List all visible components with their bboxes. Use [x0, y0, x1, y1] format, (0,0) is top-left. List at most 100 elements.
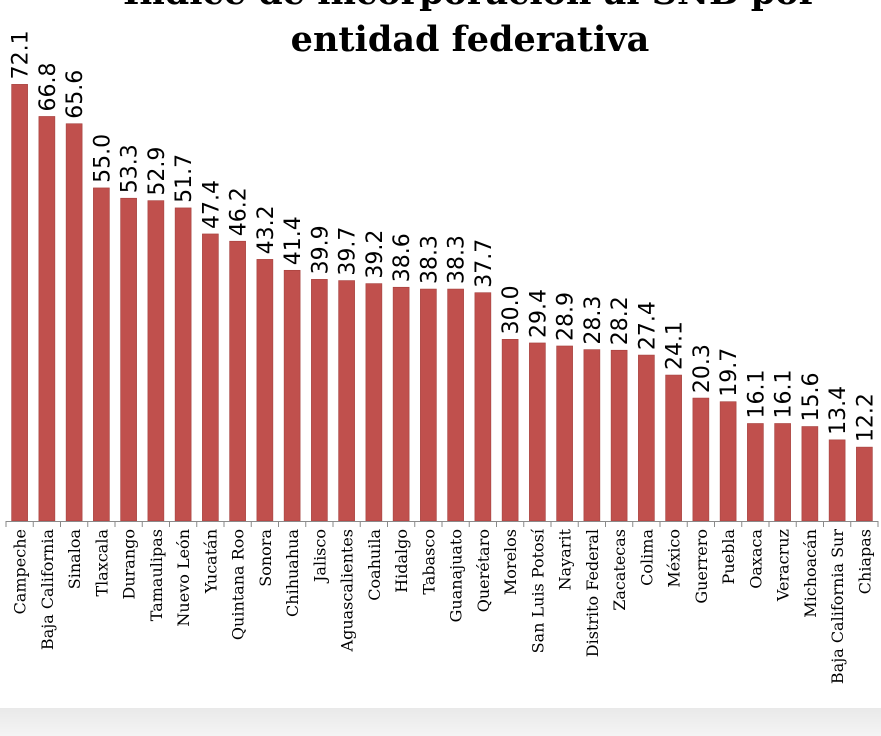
- category-label: Quintana Roo: [229, 529, 248, 640]
- bar: [120, 197, 137, 522]
- bar: [338, 280, 355, 522]
- bar: [311, 279, 328, 522]
- category-label: Chiapas: [855, 529, 874, 594]
- category-label: San Luis Potosí: [528, 528, 547, 653]
- bar-value-label: 16.1: [772, 370, 797, 419]
- bar-value-label: 13.4: [826, 386, 851, 435]
- bar-value-label: 41.4: [281, 216, 306, 265]
- category-label: Baja California: [38, 529, 57, 651]
- bar-value-label: 72.1: [9, 30, 34, 79]
- bar: [229, 240, 246, 522]
- category-label: Chihuahua: [283, 529, 302, 617]
- category-label: Tamaulipas: [147, 529, 166, 621]
- category-label: Nuevo León: [174, 529, 193, 627]
- bar: [692, 397, 710, 522]
- bar-value-label: 47.4: [199, 180, 224, 229]
- bar-value-label: 24.1: [663, 321, 688, 370]
- bar-value-label: 16.1: [744, 370, 769, 419]
- bar-value-label: 29.4: [526, 289, 551, 338]
- category-label: México: [665, 529, 684, 588]
- bar: [747, 423, 764, 522]
- bar: [365, 283, 383, 522]
- bar-value-label: 28.9: [554, 292, 579, 341]
- bar-value-label: 55.0: [90, 134, 115, 183]
- bar: [283, 269, 301, 522]
- category-label: Veracruz: [774, 529, 793, 602]
- bar-value-label: 51.7: [172, 154, 197, 203]
- bar: [856, 446, 873, 522]
- bar: [610, 349, 628, 522]
- bar-value-label: 66.8: [36, 62, 61, 111]
- bar: [719, 401, 737, 522]
- bar: [665, 374, 682, 522]
- category-label: Aguascalientes: [338, 529, 357, 652]
- bar-value-label: 27.4: [635, 301, 660, 350]
- bar-value-label: 37.7: [472, 239, 497, 288]
- category-label: Colima: [637, 529, 656, 586]
- category-label: Oaxaca: [746, 529, 765, 589]
- bar-value-label: 30.0: [499, 285, 524, 334]
- bar: [556, 345, 573, 522]
- bar-value-label: 53.3: [118, 144, 143, 193]
- category-label: Guerrero: [692, 529, 711, 604]
- category-label: Hidalgo: [392, 529, 411, 593]
- bar-value-label: 38.3: [445, 235, 470, 284]
- bar: [93, 187, 110, 522]
- category-label: Yucatán: [201, 529, 220, 594]
- category-label: Nayarit: [556, 528, 575, 590]
- category-labels-group: Campeche Baja California Sinaloa Tlaxcala Du…: [11, 528, 875, 684]
- bars-group: [11, 84, 873, 522]
- category-label: Campeche: [11, 529, 30, 614]
- bar-value-label: 43.2: [254, 205, 279, 254]
- bar: [174, 207, 192, 522]
- category-label: Tabasco: [419, 529, 438, 595]
- bar: [501, 339, 519, 522]
- category-label: Tlaxcala: [92, 529, 111, 597]
- bar-value-label: 28.2: [608, 296, 633, 345]
- bar: [474, 292, 492, 522]
- bar-value-label: 52.9: [145, 147, 170, 196]
- chart-title-line-1: Índice de incorporación al SNB por: [123, 0, 818, 13]
- bar: [11, 84, 28, 522]
- bar-value-label: 20.3: [690, 344, 715, 393]
- category-label: Sonora: [256, 529, 275, 587]
- bar-value-label: 65.6: [63, 70, 88, 119]
- bar-value-label: 38.3: [417, 235, 442, 284]
- bar-value-label: 38.6: [390, 233, 415, 282]
- category-label: Puebla: [719, 529, 738, 585]
- bar-value-label: 12.2: [853, 393, 878, 442]
- bar: [774, 423, 791, 522]
- value-labels-group: 72.166.8 65.655.0 53.3 52.9 51.747.4 46.2 43.2…: [9, 30, 879, 442]
- bar: [420, 288, 437, 522]
- bar-value-label: 28.3: [581, 296, 606, 345]
- bar: [583, 349, 601, 522]
- category-label: Baja California Sur: [828, 529, 847, 684]
- x-axis-ticks: [5, 521, 879, 527]
- bar-value-label: 15.6: [799, 373, 824, 422]
- bar: [828, 439, 846, 522]
- bar: [38, 116, 56, 522]
- bar: [202, 233, 219, 522]
- category-label: Michoacán: [801, 529, 820, 618]
- bar-value-label: 39.9: [308, 225, 333, 274]
- bar-value-label: 39.2: [363, 230, 388, 279]
- bar: [392, 286, 410, 522]
- category-label: Sinaloa: [65, 529, 84, 590]
- category-label: Zacatecas: [610, 529, 629, 611]
- bottom-band: [0, 708, 881, 736]
- bar: [801, 426, 819, 522]
- bar: [256, 259, 274, 522]
- category-label: Querétaro: [474, 529, 493, 612]
- bar-value-label: 46.2: [227, 187, 252, 236]
- category-label: Jalisco: [310, 529, 329, 584]
- bar: [638, 354, 655, 522]
- category-label: Morelos: [501, 529, 520, 595]
- bar: [447, 288, 464, 522]
- bar: [529, 342, 546, 522]
- category-label: Coahuila: [365, 529, 384, 601]
- bar: [147, 200, 165, 522]
- category-label: Distrito Federal: [583, 529, 602, 657]
- bar: [65, 123, 83, 522]
- category-label: Guanajuato: [447, 529, 466, 622]
